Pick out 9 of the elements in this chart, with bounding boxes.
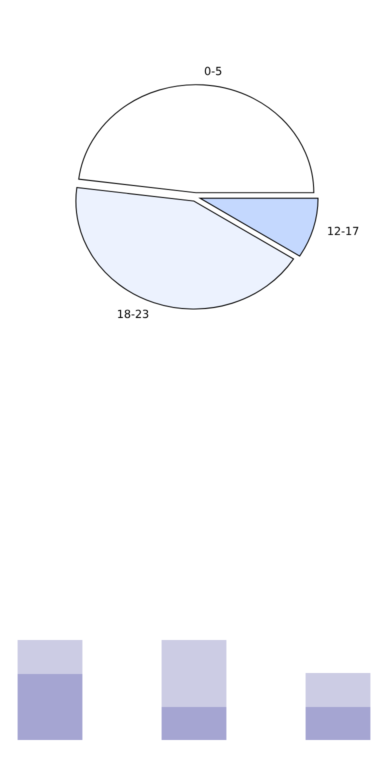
bar bbox=[162, 707, 226, 740]
bar bbox=[18, 674, 82, 740]
slice-label: 0-5 bbox=[204, 66, 222, 76]
bar bbox=[306, 673, 370, 707]
bar bbox=[162, 640, 226, 707]
bar bbox=[306, 707, 370, 740]
slice-label: 12-17 bbox=[328, 226, 358, 236]
slice-label: 18-23 bbox=[118, 310, 148, 318]
bar bbox=[18, 640, 82, 674]
